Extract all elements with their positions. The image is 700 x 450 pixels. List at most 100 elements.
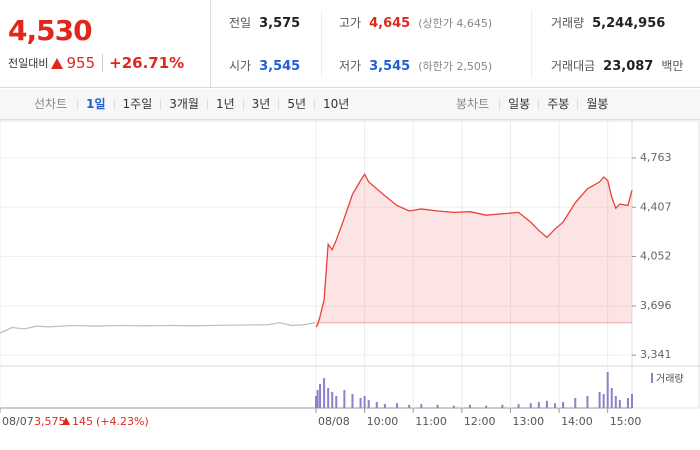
separator [531,10,532,78]
stats-table: 전일 3,575 고가 4,645 (상한가 4,645) 거래량 5,244,956 시가 3… [210,0,700,88]
volume-bar [359,398,362,408]
stat-note: (상한가 4,645) [418,17,493,30]
volume-bar [610,388,613,408]
separator [321,10,322,78]
period-tab[interactable]: 1주일 [113,98,161,110]
tab-caption: 봉차트 [456,96,490,111]
period-tab[interactable]: 10년 [314,98,357,110]
volume-bar [626,398,629,408]
stat-label: 고가 [339,16,362,30]
prev-rate: (+4.23%) [96,415,149,428]
candle-tab[interactable]: 월봉 [577,98,616,110]
price-line [0,322,316,334]
candle-tab[interactable]: 일봉 [499,98,538,110]
volume-bar [375,402,378,408]
up-arrow [51,57,64,69]
stat-value: 5,244,956 [592,16,666,31]
quote-header: 4,530 전일대비 955 +26.71% 전일 3,575 고가 4,645 (상한… [0,0,700,88]
volume-bar [562,402,565,408]
volume-bar [554,403,557,408]
volume-bar [316,390,319,408]
volume-bar [383,404,386,408]
change-row: 전일대비 955 +26.71% [8,54,184,72]
y-tick-label: 4,407 [640,200,672,213]
x-tick-label: 10:00 [367,415,399,428]
volume-bar [408,404,411,408]
volume-bar [323,378,326,408]
volume-bar [367,400,370,408]
stat-cell: 시가 3,545 [229,57,300,74]
x-tick-label: 13:00 [512,415,544,428]
volume-bar [485,405,488,408]
y-tick-label: 3,341 [640,348,672,361]
period-tabs: 선차트 1일 1주일 3개월 1년 3년 5년 10년 봉차트 일봉 주봉 월봉 [0,89,700,120]
candle-tab[interactable]: 주봉 [538,98,577,110]
stat-label: 전일 [229,16,252,30]
stat-cell: 거래대금 23,087 백만 [551,57,683,74]
legend-label: 거래량 [656,373,684,385]
volume-bar [545,400,548,408]
stat-unit: 백만 [661,59,684,73]
volume-bar [396,403,399,408]
volume-bar [602,394,605,408]
y-tick-label: 4,052 [640,250,672,263]
candle-chart-tabs: 봉차트 일봉 주봉 월봉 [448,89,616,119]
y-tick-label: 4,763 [640,151,672,164]
period-tab[interactable]: 1년 [206,98,243,110]
period-tab[interactable]: 5년 [278,98,314,110]
volume-bar [574,398,577,408]
x-tick-label: 11:00 [415,415,447,428]
stat-label: 거래대금 [551,59,596,73]
x-tick-label: 08/07 [2,415,34,428]
volume-bar [331,392,334,408]
stat-value: 4,645 [369,16,411,31]
volume-bar [452,405,455,408]
change-rate: +26.71% [102,54,184,72]
volume-bar [315,396,317,408]
volume-bar [598,392,601,408]
price-area [316,174,632,327]
x-tick-label: 12:00 [464,415,496,428]
volume-bar [335,396,338,408]
prev-close: 3,575 [34,415,66,428]
volume-bar [537,402,540,408]
stat-value: 3,575 [259,16,301,31]
volume-bar [586,396,589,408]
period-tab[interactable]: 3개월 [160,98,207,110]
stat-cell: 전일 3,575 [229,14,300,31]
volume-bar [618,400,621,408]
volume-bar [343,390,346,408]
tab-caption: 선차트 [34,96,68,111]
volume-bar [351,394,354,408]
stat-label: 저가 [339,59,362,73]
period-tab[interactable]: 3년 [242,98,279,110]
change-label: 전일대비 [8,57,49,70]
stat-note: (하한가 2,505) [418,60,493,73]
price-line [315,172,633,328]
volume-bar [501,404,504,408]
volume-bar [327,388,330,408]
stat-cell: 거래량 5,244,956 [551,14,665,31]
volume-bar [420,404,423,408]
volume-bar [436,404,439,408]
change-value: 955 [66,54,96,72]
x-tick-label: 15:00 [610,415,642,428]
current-price: 4,530 [8,14,93,47]
stat-cell: 고가 4,645 (상한가 4,645) [339,14,492,31]
x-tick-label: 14:00 [561,415,593,428]
volume-bar [529,403,532,408]
volume-bar [517,404,520,408]
volume-bar [606,372,609,408]
stat-label: 거래량 [551,16,585,30]
stat-label: 시가 [229,59,252,73]
volume-bar [631,394,633,408]
x-tick-label: 08/08 [318,415,350,428]
prev-change: 145 [72,415,93,428]
y-tick-label: 3,696 [640,299,672,312]
stat-value: 23,087 [603,59,654,74]
period-tab[interactable]: 1일 [77,98,113,110]
volume-bar [614,396,617,408]
stat-value: 3,545 [369,59,411,74]
